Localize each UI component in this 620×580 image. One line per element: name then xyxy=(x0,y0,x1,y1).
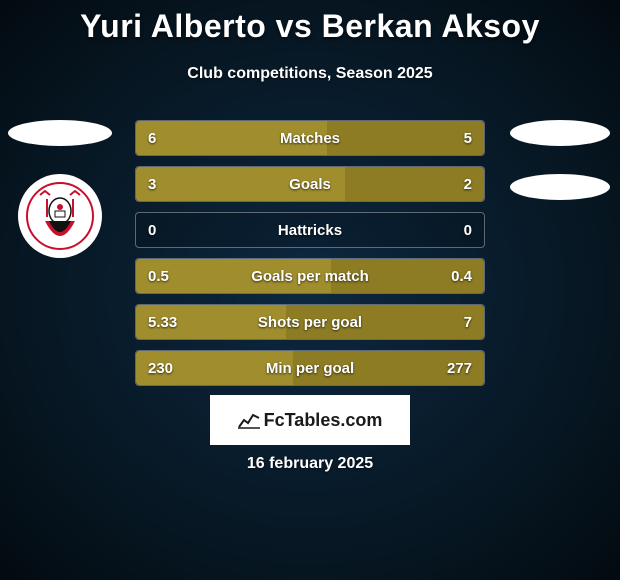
stat-row: 32Goals xyxy=(135,166,485,202)
date-text: 16 february 2025 xyxy=(0,455,620,473)
stat-row: 00Hattricks xyxy=(135,212,485,248)
stats-table: 65Matches 32Goals 00Hattricks 0.50.4Goals p… xyxy=(135,120,485,396)
stat-label: Goals xyxy=(136,176,484,193)
stat-label: Min per goal xyxy=(136,360,484,377)
right-player-column xyxy=(510,120,610,228)
stat-row: 65Matches xyxy=(135,120,485,156)
stat-label: Shots per goal xyxy=(136,314,484,331)
left-player-column xyxy=(8,120,112,258)
page-title: Yuri Alberto vs Berkan Aksoy xyxy=(0,0,620,45)
club-crest-placeholder xyxy=(510,174,610,200)
stat-row: 5.337Shots per goal xyxy=(135,304,485,340)
branding-text: FcTables.com xyxy=(264,410,383,431)
branding-box[interactable]: FcTables.com xyxy=(210,395,410,445)
stat-label: Hattricks xyxy=(136,222,484,239)
stat-label: Matches xyxy=(136,130,484,147)
club-crest-left xyxy=(18,174,102,258)
corinthians-crest-icon xyxy=(25,181,95,251)
stat-row: 0.50.4Goals per match xyxy=(135,258,485,294)
stat-row: 230277Min per goal xyxy=(135,350,485,386)
player-photo-placeholder xyxy=(510,120,610,146)
subtitle: Club competitions, Season 2025 xyxy=(0,65,620,83)
player-photo-placeholder xyxy=(8,120,112,146)
stat-label: Goals per match xyxy=(136,268,484,285)
line-chart-icon xyxy=(238,411,260,429)
